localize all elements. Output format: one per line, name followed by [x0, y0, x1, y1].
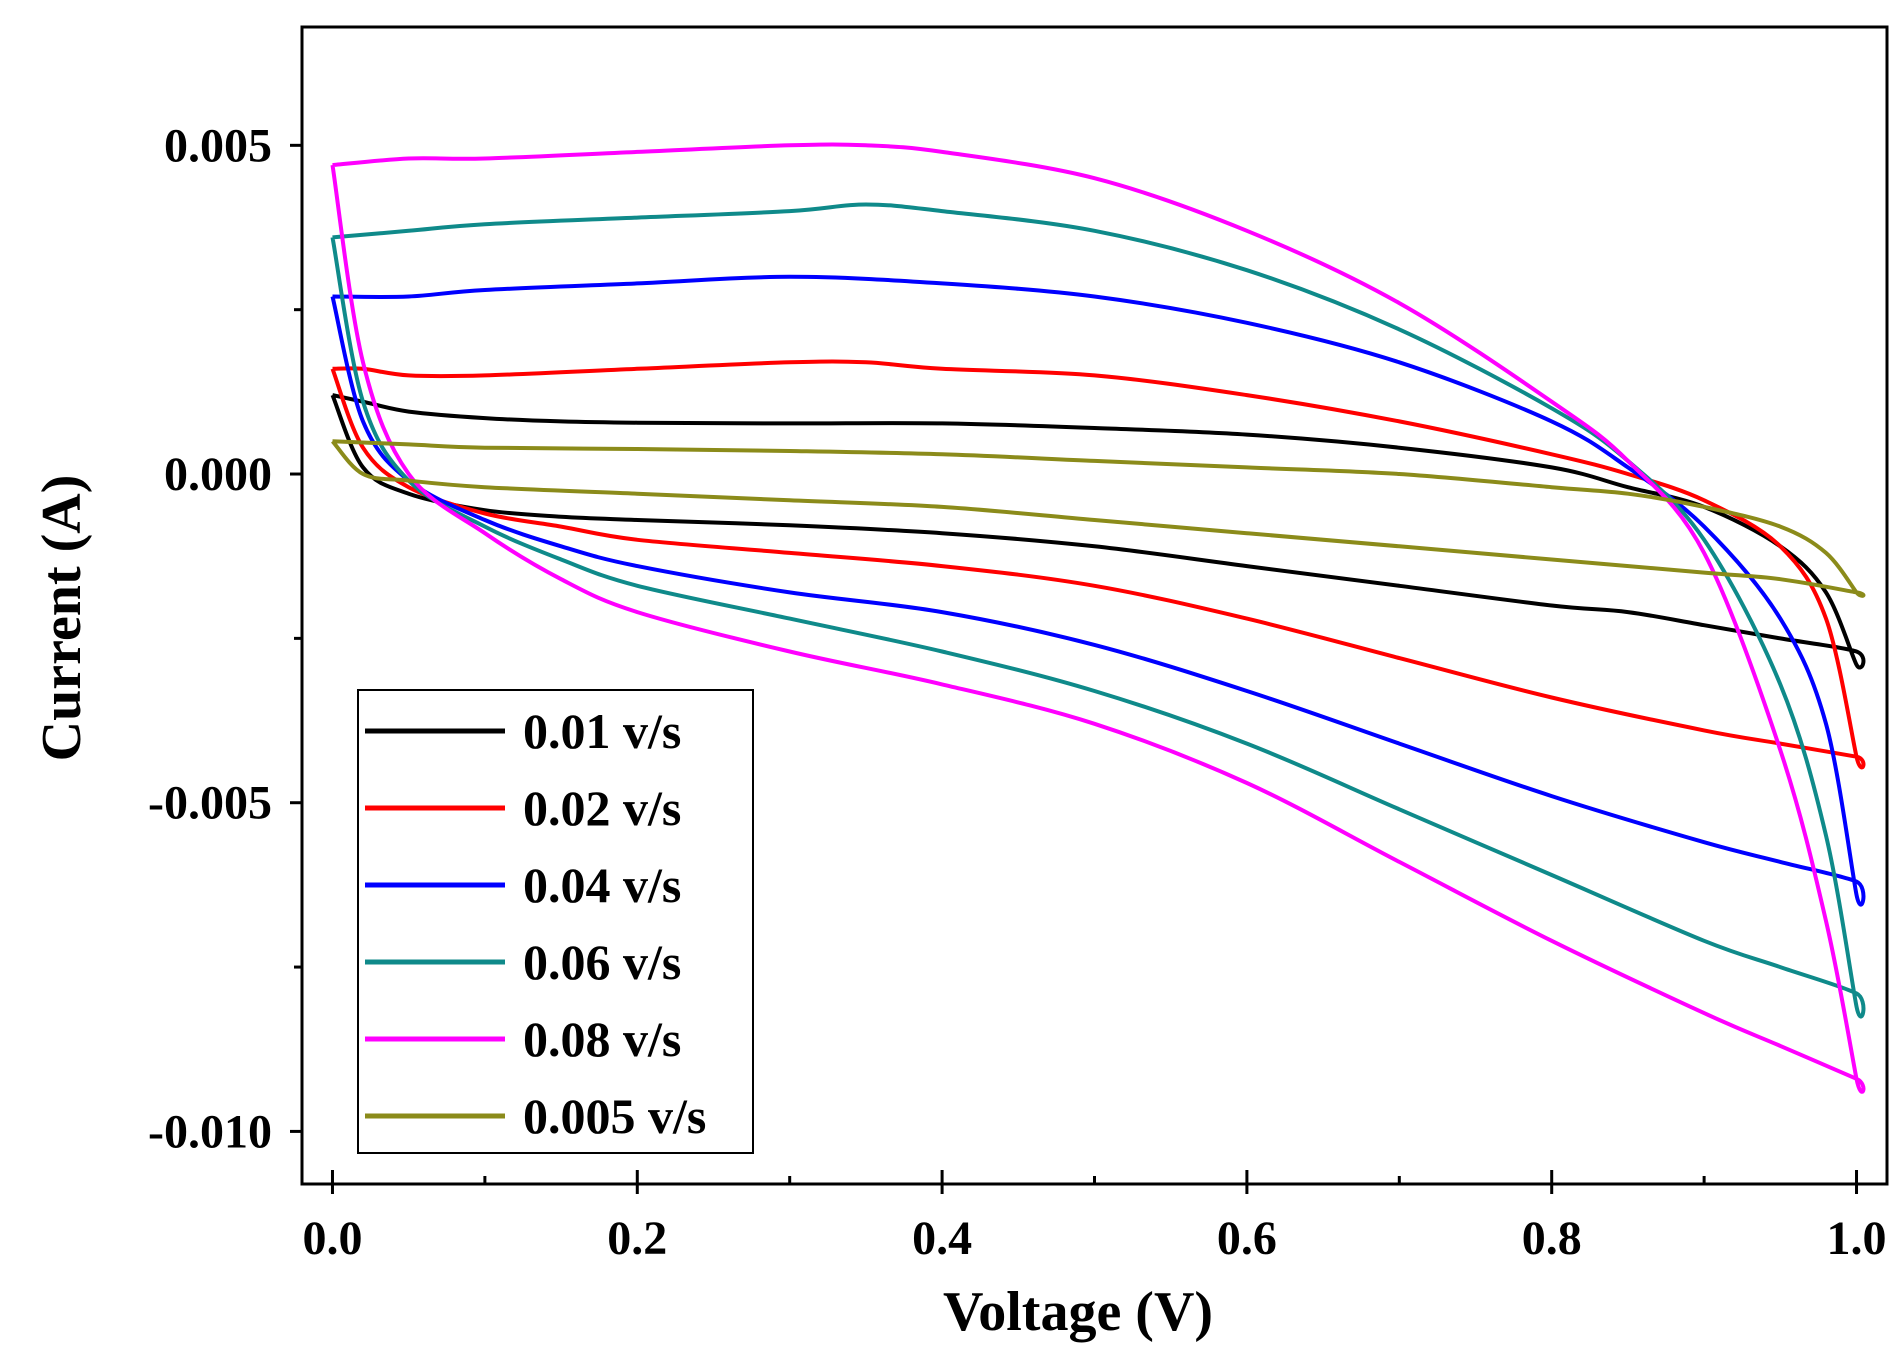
series-line-0-08-v-s [330, 142, 1866, 1094]
x-tick-label: 0.6 [1217, 1212, 1277, 1265]
series-line-0-06-v-s [330, 202, 1866, 1019]
plot-frame [300, 25, 1889, 1186]
series-lines [330, 142, 1866, 1094]
legend-label: 0.02 v/s [523, 780, 681, 836]
ticks: 0.0 0.2 0.4 0.6 0.8 1.0 0.005 0.000 -0.005 -0.010 [148, 119, 1887, 1265]
legend: 0.01 v/s 0.02 v/s 0.04 v/s 0.06 v/s 0.08 v/s… [357, 689, 754, 1154]
legend-label: 0.08 v/s [523, 1011, 681, 1067]
legend-label: 0.04 v/s [523, 857, 681, 913]
x-axis-title: Voltage (V) [943, 1281, 1213, 1343]
y-tick-label: 0.005 [164, 119, 272, 172]
x-tick-label: 1.0 [1827, 1212, 1887, 1265]
series-line-0-01-v-s [330, 393, 1866, 670]
x-tick-label: 0.2 [607, 1212, 667, 1265]
legend-label: 0.01 v/s [523, 703, 681, 759]
legend-box [357, 689, 754, 1154]
series-line-0-005-v-s [330, 439, 1866, 598]
legend-label: 0.06 v/s [523, 934, 681, 990]
x-tick-label: 0.0 [302, 1212, 362, 1265]
legend-label: 0.005 v/s [523, 1088, 706, 1144]
series-line-0-02-v-s [330, 359, 1866, 770]
x-tick-label: 0.4 [912, 1212, 972, 1265]
series-line-0-04-v-s [330, 274, 1866, 907]
y-axis-title: Current (A) [31, 475, 93, 762]
x-tick-label: 0.8 [1522, 1212, 1582, 1265]
y-tick-label: -0.005 [148, 777, 272, 830]
y-tick-label: 0.000 [164, 448, 272, 501]
y-tick-label: -0.010 [148, 1105, 272, 1158]
